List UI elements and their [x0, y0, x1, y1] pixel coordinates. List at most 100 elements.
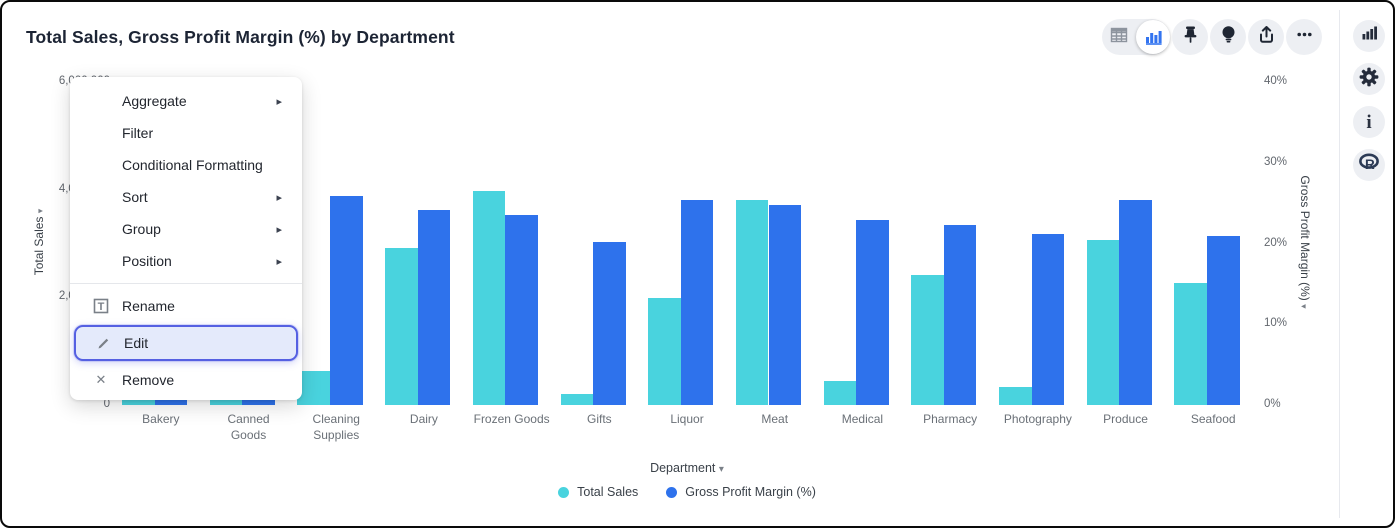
menu-item-position[interactable]: Position ▸ — [70, 245, 302, 277]
submenu-arrow-icon: ▸ — [276, 95, 282, 108]
menu-item-label: Sort — [122, 189, 148, 205]
category-label-photography: Photography — [1003, 412, 1072, 426]
category-label-frozen-goods: Frozen Goods — [473, 412, 550, 426]
info-icon: i — [1366, 111, 1372, 133]
axis-tick: 30% — [1264, 155, 1288, 168]
category-label-cleaning-supplies: Cleaning Supplies — [312, 412, 360, 442]
menu-item-rename[interactable]: T Rename — [70, 290, 302, 322]
bar-total-sales-seafood[interactable] — [1174, 282, 1207, 405]
svg-text:T: T — [98, 301, 105, 313]
bar-gross-profit-margin-dairy[interactable] — [417, 210, 451, 405]
bar-total-sales-cleaning-supplies[interactable] — [297, 371, 330, 405]
bar-gross-profit-margin-produce[interactable] — [1119, 199, 1152, 405]
bar-gross-profit-margin-gifts[interactable] — [593, 241, 626, 405]
menu-item-label: Aggregate — [122, 93, 187, 109]
legend-label: Gross Profit Margin (%) — [685, 485, 816, 499]
context-menu: Aggregate ▸ Filter Conditional Formatting So… — [70, 77, 302, 400]
axis-tick: 10% — [1264, 317, 1288, 330]
bar-gross-profit-margin-meat[interactable] — [768, 204, 802, 405]
export-button[interactable] — [1248, 19, 1284, 55]
legend-dot — [558, 486, 570, 498]
bar-total-sales-produce[interactable] — [1086, 239, 1120, 405]
table-view-button[interactable] — [1102, 19, 1136, 55]
info-button[interactable]: i — [1353, 106, 1385, 138]
menu-item-label: Remove — [122, 372, 175, 388]
menu-item-aggregate[interactable]: Aggregate ▸ — [70, 85, 302, 117]
bar-total-sales-frozen-goods[interactable] — [472, 191, 506, 405]
left-axis-title[interactable]: Total Sales ▾ — [32, 208, 46, 276]
menu-item-label: Edit — [124, 335, 149, 351]
chart-panel-button[interactable] — [1353, 20, 1385, 52]
bar-gross-profit-margin-medical[interactable] — [856, 220, 889, 405]
ellipsis-icon — [1295, 25, 1314, 49]
bar-gross-profit-margin-liquor[interactable] — [680, 199, 714, 405]
legend: Total Sales Gross Profit Margin (%) — [117, 485, 1257, 499]
x-axis-title[interactable]: Department ▾ — [650, 461, 724, 475]
category-label-liquor: Liquor — [670, 412, 704, 426]
category-label-medical: Medical — [841, 412, 884, 426]
axis-tick: 20% — [1264, 236, 1288, 249]
gear-icon — [1359, 67, 1379, 92]
bar-chart-icon — [1361, 25, 1378, 47]
submenu-arrow-icon: ▸ — [276, 255, 282, 268]
axis-tick: 0% — [1264, 398, 1281, 410]
menu-item-sort[interactable]: Sort ▸ — [70, 181, 302, 213]
bar-total-sales-photography[interactable] — [999, 387, 1032, 405]
share-icon — [1257, 25, 1276, 49]
bar-total-sales-liquor[interactable] — [648, 297, 681, 405]
right-sidebar: i R — [1353, 20, 1385, 181]
bar-gross-profit-margin-photography[interactable] — [1031, 233, 1065, 405]
remove-x-icon: ✕ — [95, 372, 107, 387]
bar-gross-profit-margin-cleaning-supplies[interactable] — [330, 195, 363, 405]
toolbar — [1102, 19, 1322, 55]
menu-separator — [70, 283, 302, 284]
menu-item-remove[interactable]: ✕ Remove — [70, 364, 302, 396]
pin-button[interactable] — [1172, 19, 1208, 55]
legend-item-gross-profit-margin-[interactable]: Gross Profit Margin (%) — [666, 485, 816, 499]
bar-gross-profit-margin-pharmacy[interactable] — [943, 224, 977, 405]
menu-item-label: Filter — [122, 125, 154, 141]
submenu-arrow-icon: ▸ — [276, 223, 282, 236]
axis-dropdown-icon: ▾ — [35, 208, 45, 214]
bar-gross-profit-margin-frozen-goods[interactable] — [505, 215, 538, 405]
rename-icon: T — [92, 297, 110, 315]
bar-chart-icon — [1136, 20, 1170, 54]
suggestions-button[interactable] — [1210, 19, 1246, 55]
menu-item-filter[interactable]: Filter — [70, 117, 302, 149]
more-options-button[interactable] — [1286, 19, 1322, 55]
menu-item-label: Group — [122, 221, 161, 237]
menu-item-conditional-formatting[interactable]: Conditional Formatting — [70, 149, 302, 181]
settings-button[interactable] — [1353, 63, 1385, 95]
legend-label: Total Sales — [577, 485, 639, 499]
table-icon — [1110, 26, 1128, 49]
category-label-pharmacy: Pharmacy — [923, 412, 978, 426]
legend-item-total-sales[interactable]: Total Sales — [558, 485, 638, 499]
pin-icon — [1181, 25, 1200, 49]
chart-view-button[interactable] — [1136, 19, 1170, 55]
svg-text:R: R — [1365, 157, 1375, 172]
menu-item-edit[interactable]: Edit — [74, 325, 298, 361]
category-label-bakery: Bakery — [142, 412, 180, 426]
axis-dropdown-icon: ▾ — [1299, 304, 1309, 309]
menu-item-label: Conditional Formatting — [122, 157, 263, 173]
bar-total-sales-meat[interactable] — [735, 199, 769, 405]
menu-item-group[interactable]: Group ▸ — [70, 213, 302, 245]
bar-gross-profit-margin-seafood[interactable] — [1207, 236, 1240, 405]
axis-tick: 40% — [1264, 75, 1288, 87]
category-label-meat: Meat — [761, 412, 789, 426]
department-dropdown-icon: ▾ — [718, 464, 724, 475]
bar-total-sales-medical[interactable] — [823, 380, 857, 405]
panel-divider — [1339, 10, 1340, 518]
bar-total-sales-pharmacy[interactable] — [911, 275, 944, 405]
bar-total-sales-gifts[interactable] — [560, 394, 594, 405]
bar-total-sales-dairy[interactable] — [385, 247, 418, 405]
category-label-canned-goods: Canned Goods — [227, 412, 270, 442]
category-label-produce: Produce — [1103, 412, 1148, 426]
r-logo-icon: R — [1358, 153, 1380, 177]
right-axis-title[interactable]: Gross Profit Margin (%) ▾ — [1298, 175, 1312, 309]
r-logo-button[interactable]: R — [1353, 149, 1385, 181]
category-label-dairy: Dairy — [409, 412, 438, 426]
menu-item-label: Rename — [122, 298, 175, 314]
edit-pencil-icon — [94, 334, 112, 352]
